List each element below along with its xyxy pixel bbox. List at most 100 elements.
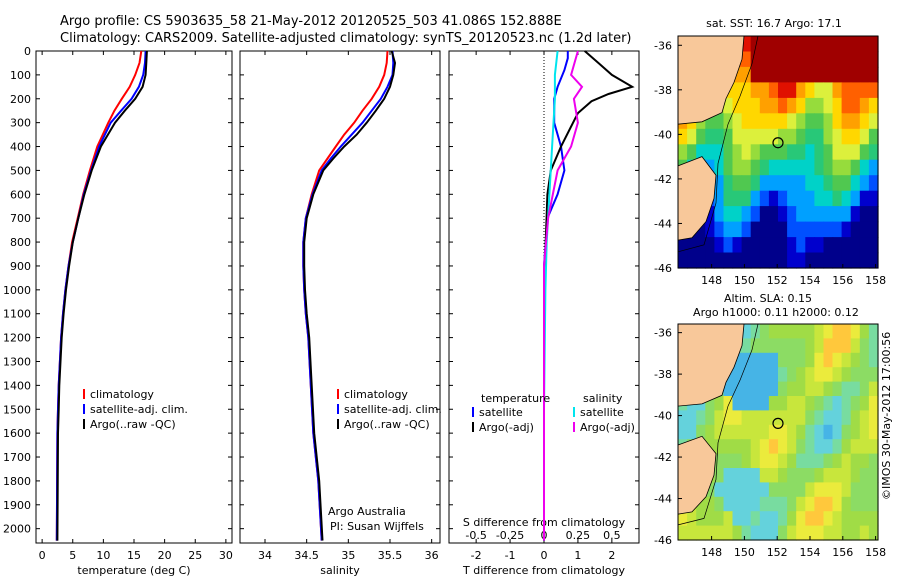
salinity-legend-label: climatology xyxy=(344,388,408,401)
sla_map-cell xyxy=(778,381,788,397)
sla_map-cell xyxy=(787,410,797,426)
sst_map-cell xyxy=(823,221,834,238)
sst_map-cell xyxy=(741,206,752,223)
sst_map-cell xyxy=(696,144,706,161)
sst_map-cell xyxy=(823,190,834,207)
sla_map-cell xyxy=(723,496,734,512)
sla_map-cell xyxy=(696,424,706,440)
sst_map-cell xyxy=(759,175,770,192)
sst_map-land-tasmania xyxy=(677,156,717,241)
sst_map-cell xyxy=(778,252,788,269)
sst_map-cell xyxy=(723,237,734,254)
sla_map-cell xyxy=(732,367,743,383)
sla_map-cell xyxy=(687,511,697,527)
sla_map-cell xyxy=(823,468,834,483)
sla_map-cell xyxy=(805,381,815,397)
sla_map-cell xyxy=(859,338,870,354)
sst_map-cell xyxy=(678,252,688,269)
sla_map-cell xyxy=(768,439,779,455)
sla_map-cell xyxy=(750,324,761,339)
sla_map-cell xyxy=(768,338,779,354)
sst_map-cell xyxy=(832,97,843,114)
sla_map-cell xyxy=(723,453,734,469)
sst_map-cell xyxy=(850,144,861,161)
sst_map-cell xyxy=(796,82,806,99)
sst_map-map-frame xyxy=(677,35,879,269)
sst_map-cell xyxy=(696,237,706,254)
temperature-xtick-label: 10 xyxy=(96,549,110,562)
sla_map-cell xyxy=(868,511,879,527)
sst_map-cell xyxy=(868,221,879,238)
sst_map-cell xyxy=(705,252,715,269)
sla_map-cell xyxy=(850,496,861,512)
sla_map-cell xyxy=(814,367,825,383)
temperature-legend-label: Argo(..raw -QC) xyxy=(90,418,176,431)
sst_map-cell xyxy=(859,128,870,145)
sla_map-cell xyxy=(814,453,825,469)
sst_map-cell xyxy=(850,36,861,53)
sla_map-cell xyxy=(787,453,797,469)
sla_map-cell xyxy=(778,453,788,469)
sst_map-cell xyxy=(732,66,743,83)
sst_map-cell xyxy=(678,237,688,254)
depth-tick-label: 1700 xyxy=(3,451,31,464)
sst_map-cell xyxy=(841,51,852,68)
sst_map-cell xyxy=(768,252,779,269)
sst_map-cell xyxy=(814,175,825,192)
sla_map-cell xyxy=(823,496,834,512)
sst_map-cell xyxy=(805,190,815,207)
s-diff-tick-label: 0.25 xyxy=(566,529,591,542)
sla_map-cell xyxy=(778,496,788,512)
sst_map-cell xyxy=(832,175,843,192)
sst_map-cell xyxy=(796,66,806,83)
depth-tick-label: 1600 xyxy=(3,427,31,440)
sst_map-cell xyxy=(705,221,715,238)
sst_map-cell xyxy=(768,190,779,207)
depth-tick-label: 1300 xyxy=(3,355,31,368)
sst_map-cell xyxy=(705,206,715,223)
sst_map-cell xyxy=(787,51,797,68)
sst_map-cell xyxy=(814,221,825,238)
sla_map-cell xyxy=(678,424,688,440)
sla_map-cell xyxy=(796,496,806,512)
sst_map-cell xyxy=(732,221,743,238)
sst_map-cell xyxy=(741,66,752,83)
annotation-argo-australia: Argo Australia xyxy=(328,505,406,518)
sst_map-cell xyxy=(732,190,743,207)
sla_map-cell xyxy=(759,496,770,512)
sst_map-cell xyxy=(850,97,861,114)
sst_map-ytick-label: -44 xyxy=(654,217,672,230)
sst_map-cell xyxy=(750,97,761,114)
sst_map-cell xyxy=(805,97,815,114)
sla_map-cell xyxy=(759,396,770,411)
sst_map-cell xyxy=(805,159,815,176)
sst_map-cell xyxy=(750,66,761,83)
sst_map-cell xyxy=(741,252,752,269)
sla_map-cell xyxy=(859,381,870,397)
sla_map-cell xyxy=(859,424,870,440)
annotation-pi: PI: Susan Wijffels xyxy=(330,520,424,533)
sla_map-ytick-label: -40 xyxy=(654,410,672,423)
sla_map-cell xyxy=(805,410,815,426)
sla_map-cell xyxy=(823,525,834,541)
sla_map-cell xyxy=(805,439,815,455)
sla_map-cell xyxy=(759,352,770,368)
sla_map-cell xyxy=(859,453,870,469)
sst_map-cell xyxy=(732,252,743,269)
sst_map-cell xyxy=(805,66,815,83)
sla_map-cell xyxy=(859,352,870,368)
sst_map-cell xyxy=(787,252,797,269)
salinity-xtick-label: 34.5 xyxy=(294,549,319,562)
sst_map-cell xyxy=(868,206,879,223)
temperature-xtick-label: 30 xyxy=(219,549,233,562)
sst_map-cell xyxy=(778,36,788,53)
sst_map-cell xyxy=(714,144,725,161)
sst_map-cell xyxy=(787,237,797,254)
sst_map-cell xyxy=(768,82,779,99)
sst_map-cell xyxy=(868,175,879,192)
sla_map-cell xyxy=(759,367,770,383)
sla_map-cell xyxy=(778,424,788,440)
sst_map-cell xyxy=(823,144,834,161)
sla_map-cell xyxy=(768,453,779,469)
sla_map-cell xyxy=(814,352,825,368)
